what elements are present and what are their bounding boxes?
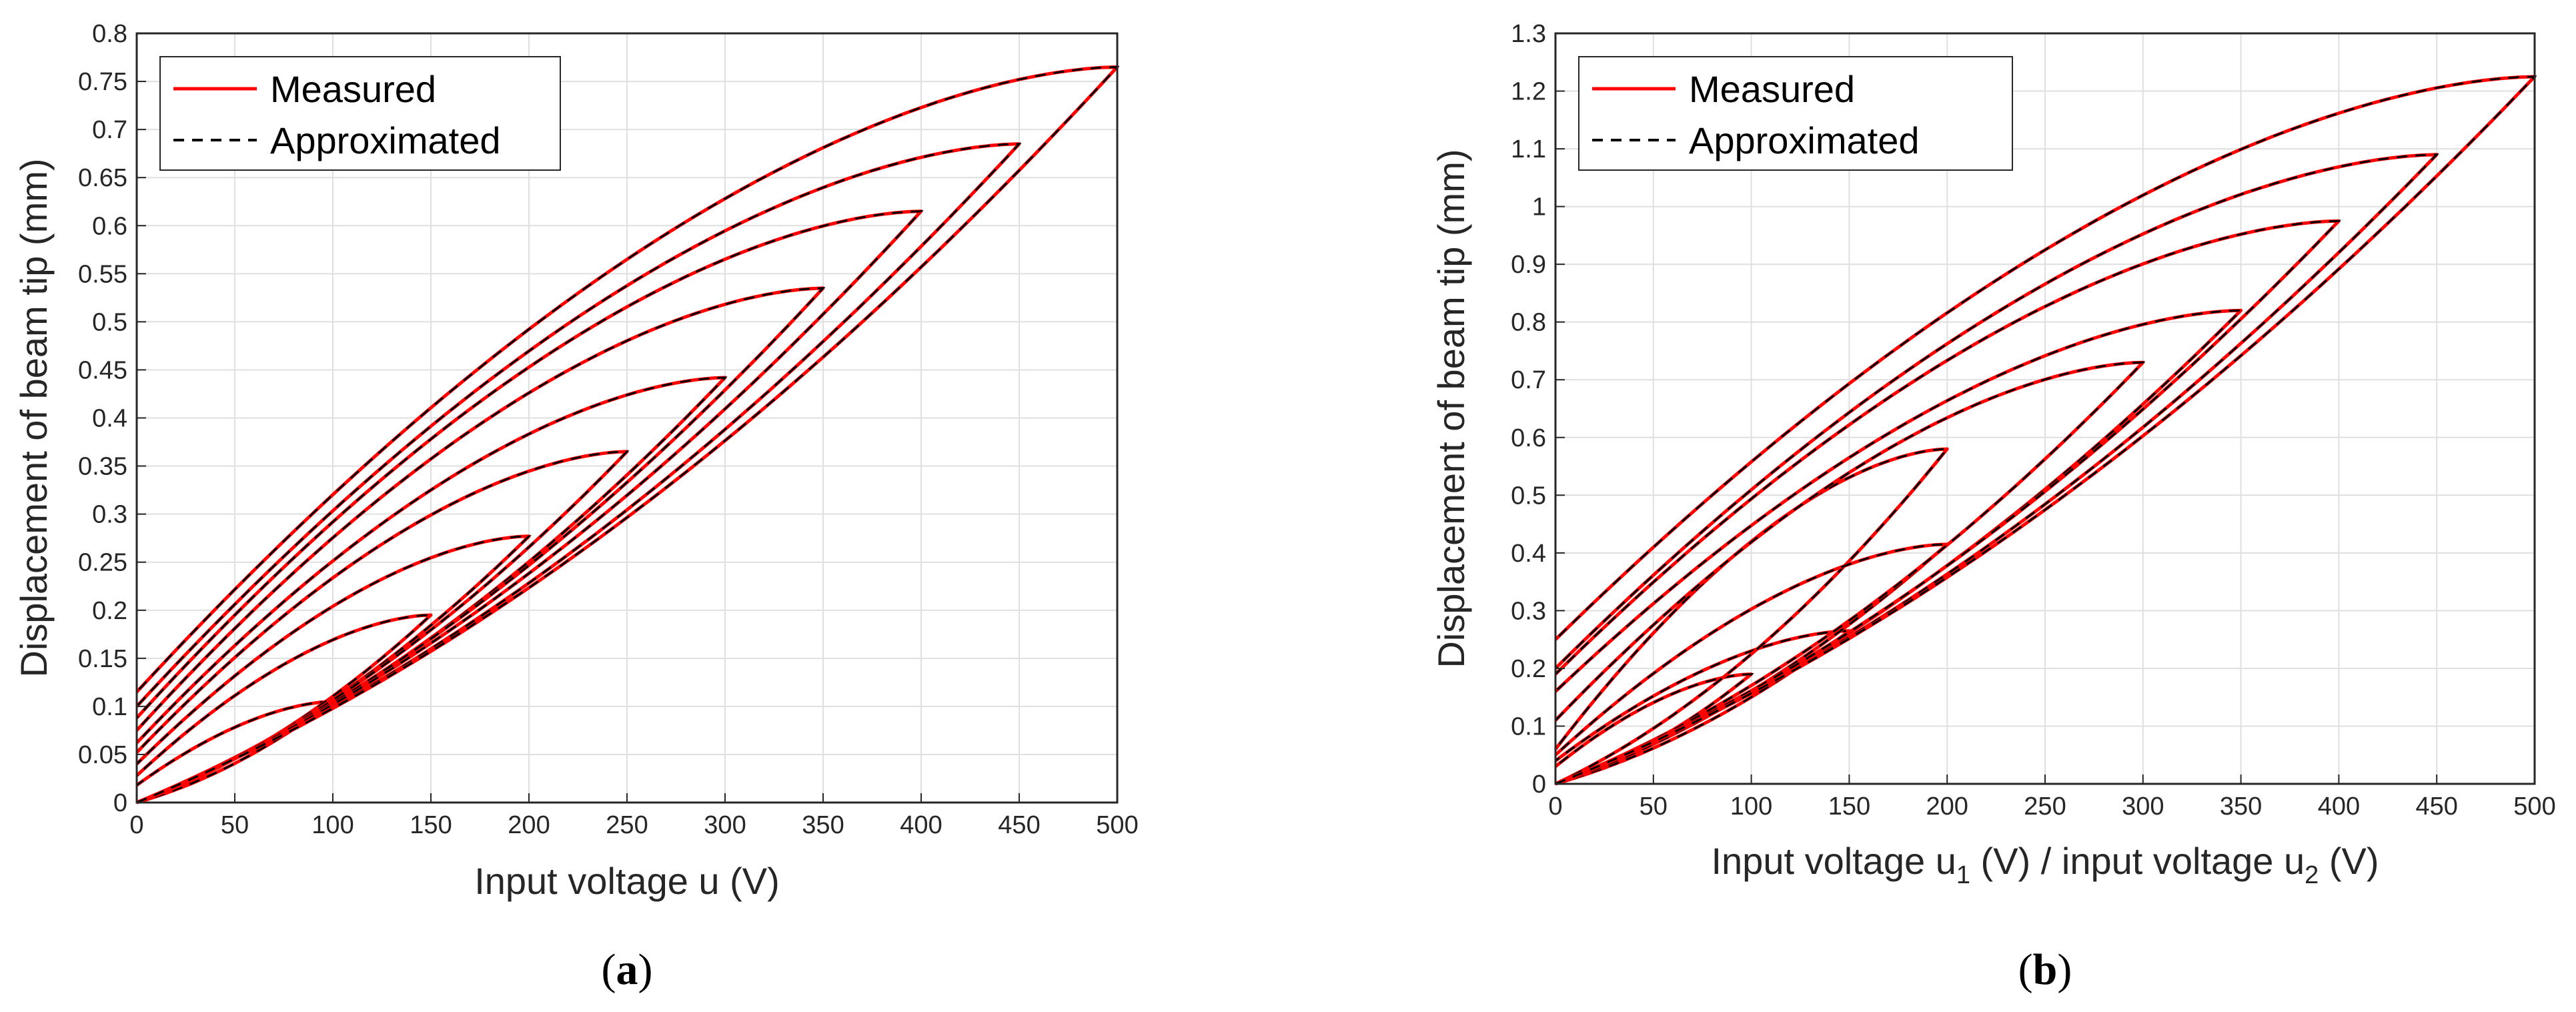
x-tick-label: 50 xyxy=(221,811,249,839)
x-tick-label: 100 xyxy=(311,811,354,839)
legend-measured-label-b: Measured xyxy=(1689,68,1855,110)
y-axis-label-a: Displacement of beam tip (mm) xyxy=(13,158,55,677)
x-axis-label-a: Input voltage u (V) xyxy=(474,860,780,902)
y-tick-label: 1 xyxy=(1532,193,1546,221)
y-tick-label: 0.5 xyxy=(1511,482,1546,510)
y-tick-label: 0.05 xyxy=(78,741,127,769)
panel-label-a: (a) xyxy=(602,945,653,994)
approximated-loop xyxy=(1554,448,1950,785)
y-tick-label: 0.1 xyxy=(92,693,127,721)
ticks-b: 0 50 100 150 200 250 300 350 400 450 500 0 0.1 0.2 0.3… xyxy=(1511,20,2556,821)
y-tick-label: 0 xyxy=(113,789,127,817)
panel-label-b: (b) xyxy=(2018,945,2072,994)
y-tick-label: 0.2 xyxy=(92,597,127,625)
legend-approximated-label-a: Approximated xyxy=(270,119,501,161)
y-tick-label: 0.75 xyxy=(78,68,127,96)
y-tick-label: 0.6 xyxy=(1511,424,1546,452)
ticks-a: 0 50 100 150 200 250 300 350 400 450 500 0 0.05 0.1 0.… xyxy=(78,20,1139,839)
y-tick-label: 0.4 xyxy=(92,405,127,433)
x-tick-label: 150 xyxy=(410,811,452,839)
y-tick-label: 0.7 xyxy=(92,116,127,144)
approximated-loop xyxy=(135,287,826,804)
y-tick-label: 0.1 xyxy=(1511,712,1546,740)
x-tick-label: 250 xyxy=(606,811,648,839)
x-tick-label: 500 xyxy=(1096,811,1138,839)
y-tick-label: 0.3 xyxy=(1511,597,1546,625)
x-tick-label: 150 xyxy=(1828,793,1870,821)
approximated-loop xyxy=(1554,153,2439,785)
x-tick-label: 350 xyxy=(802,811,844,839)
approximated-loop xyxy=(135,614,434,804)
approximated-loop xyxy=(1554,309,2244,785)
x-tick-label: 100 xyxy=(1730,793,1772,821)
x-tick-label: 450 xyxy=(2415,793,2457,821)
approximated-loop xyxy=(136,700,336,804)
legend-box-b xyxy=(1578,56,2013,171)
x-tick-label: 0 xyxy=(1548,793,1562,821)
legend-a: Measured Approximated xyxy=(159,56,561,171)
y-tick-label: 0.45 xyxy=(78,356,127,384)
y-tick-label: 0.5 xyxy=(92,308,127,336)
measured-loop xyxy=(1554,308,2243,786)
y-tick-label: 0.8 xyxy=(92,20,127,48)
x-tick-label: 300 xyxy=(2122,793,2164,821)
y-tick-label: 0.2 xyxy=(1511,655,1546,683)
y-tick-label: 0.65 xyxy=(78,164,127,192)
legend-approximated-label-b: Approximated xyxy=(1689,119,1920,161)
x-tick-label: 200 xyxy=(1926,793,1968,821)
y-tick-label: 0.3 xyxy=(92,501,127,529)
measured-loop xyxy=(135,142,1021,805)
y-tick-label: 0 xyxy=(1532,771,1546,799)
y-tick-label: 0.9 xyxy=(1511,251,1546,279)
x-tick-label: 200 xyxy=(508,811,550,839)
legend-measured-label-a: Measured xyxy=(270,68,436,110)
x-tick-label: 50 xyxy=(1640,793,1668,821)
loops-a xyxy=(135,65,1120,805)
loops-b xyxy=(1554,75,2537,786)
approximated-loop xyxy=(135,209,924,804)
x-tick-label: 300 xyxy=(704,811,746,839)
x-tick-label: 250 xyxy=(2024,793,2066,821)
y-tick-label: 0.25 xyxy=(78,549,127,577)
y-tick-label: 1.2 xyxy=(1511,78,1546,106)
x-tick-label: 400 xyxy=(900,811,942,839)
x-tick-label: 500 xyxy=(2513,793,2555,821)
approximated-loop xyxy=(135,376,728,804)
legend-b: Measured Approximated xyxy=(1578,56,2013,171)
y-tick-label: 0.55 xyxy=(78,260,127,288)
x-tick-label: 400 xyxy=(2318,793,2360,821)
y-tick-label: 0.15 xyxy=(78,645,127,673)
y-tick-label: 0.4 xyxy=(1511,540,1546,568)
x-axis-label-b: Input voltage u1 (V) / input voltage u2 … xyxy=(1711,840,2379,889)
y-axis-label-b: Displacement of beam tip (mm) xyxy=(1430,149,1472,668)
y-tick-label: 0.7 xyxy=(1511,366,1546,394)
x-tick-label: 350 xyxy=(2220,793,2262,821)
approximated-loop xyxy=(1554,543,1950,785)
y-tick-label: 1.1 xyxy=(1511,135,1546,163)
approximated-loop xyxy=(1554,361,2146,785)
y-tick-label: 0.6 xyxy=(92,212,127,240)
approximated-loop xyxy=(1554,219,2342,785)
legend-box-a xyxy=(159,56,561,171)
approximated-loop xyxy=(135,450,630,804)
x-tick-label: 450 xyxy=(998,811,1040,839)
chart-b: 0 50 100 150 200 250 300 350 400 450 500 0 0.1 0.2 0.3… xyxy=(1430,20,2556,994)
x-tick-label: 0 xyxy=(129,811,143,839)
chart-a: 0 50 100 150 200 250 300 350 400 450 500 0 0.05 0.1 0.… xyxy=(13,20,1139,994)
y-tick-label: 1.3 xyxy=(1511,20,1546,48)
approximated-loop xyxy=(135,143,1022,804)
y-tick-label: 0.8 xyxy=(1511,309,1546,337)
y-tick-label: 0.35 xyxy=(78,453,127,481)
approximated-loop xyxy=(1555,673,1755,785)
approximated-loop xyxy=(135,535,532,804)
